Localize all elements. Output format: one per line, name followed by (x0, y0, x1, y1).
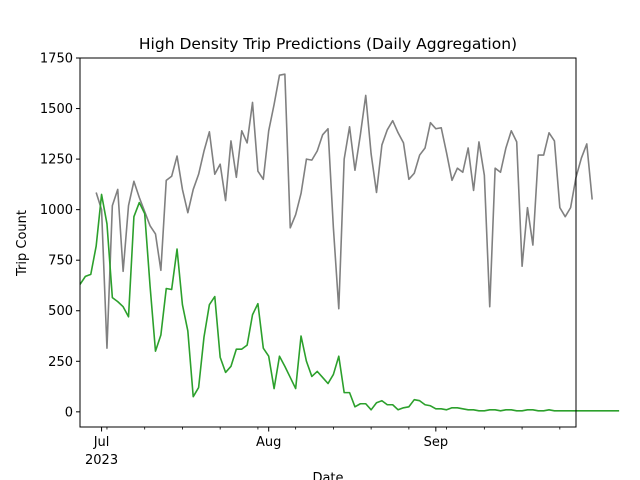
chart-title: High Density Trip Predictions (Daily Agg… (139, 35, 517, 53)
plot-frame (79, 57, 577, 428)
y-tick-label: 500 (48, 304, 73, 319)
y-tick-label: 250 (48, 355, 73, 370)
y-tick-label: 1500 (40, 102, 73, 117)
series-line-1 (95, 73, 593, 349)
x-tick-label: Sep (424, 435, 449, 450)
y-tick-label: 0 (65, 405, 73, 420)
series-layer (79, 73, 620, 412)
series-line-2 (79, 193, 620, 412)
y-tick-label: 750 (48, 254, 73, 269)
y-tick-label: 1750 (40, 52, 73, 67)
y-tick-label: 1000 (40, 203, 73, 218)
y-axis: 0 250 500 750 1000 1250 1500 1750 (40, 52, 80, 420)
x-axis-label: Date (312, 471, 343, 480)
x-axis: Jul 2023 Aug Sep (85, 427, 561, 468)
x-tick-sublabel: 2023 (85, 453, 118, 468)
x-tick-label: Jul (93, 435, 110, 450)
y-tick-label: 1250 (40, 153, 73, 168)
y-axis-label: Trip Count (15, 210, 30, 277)
x-tick-label: Aug (256, 435, 281, 450)
